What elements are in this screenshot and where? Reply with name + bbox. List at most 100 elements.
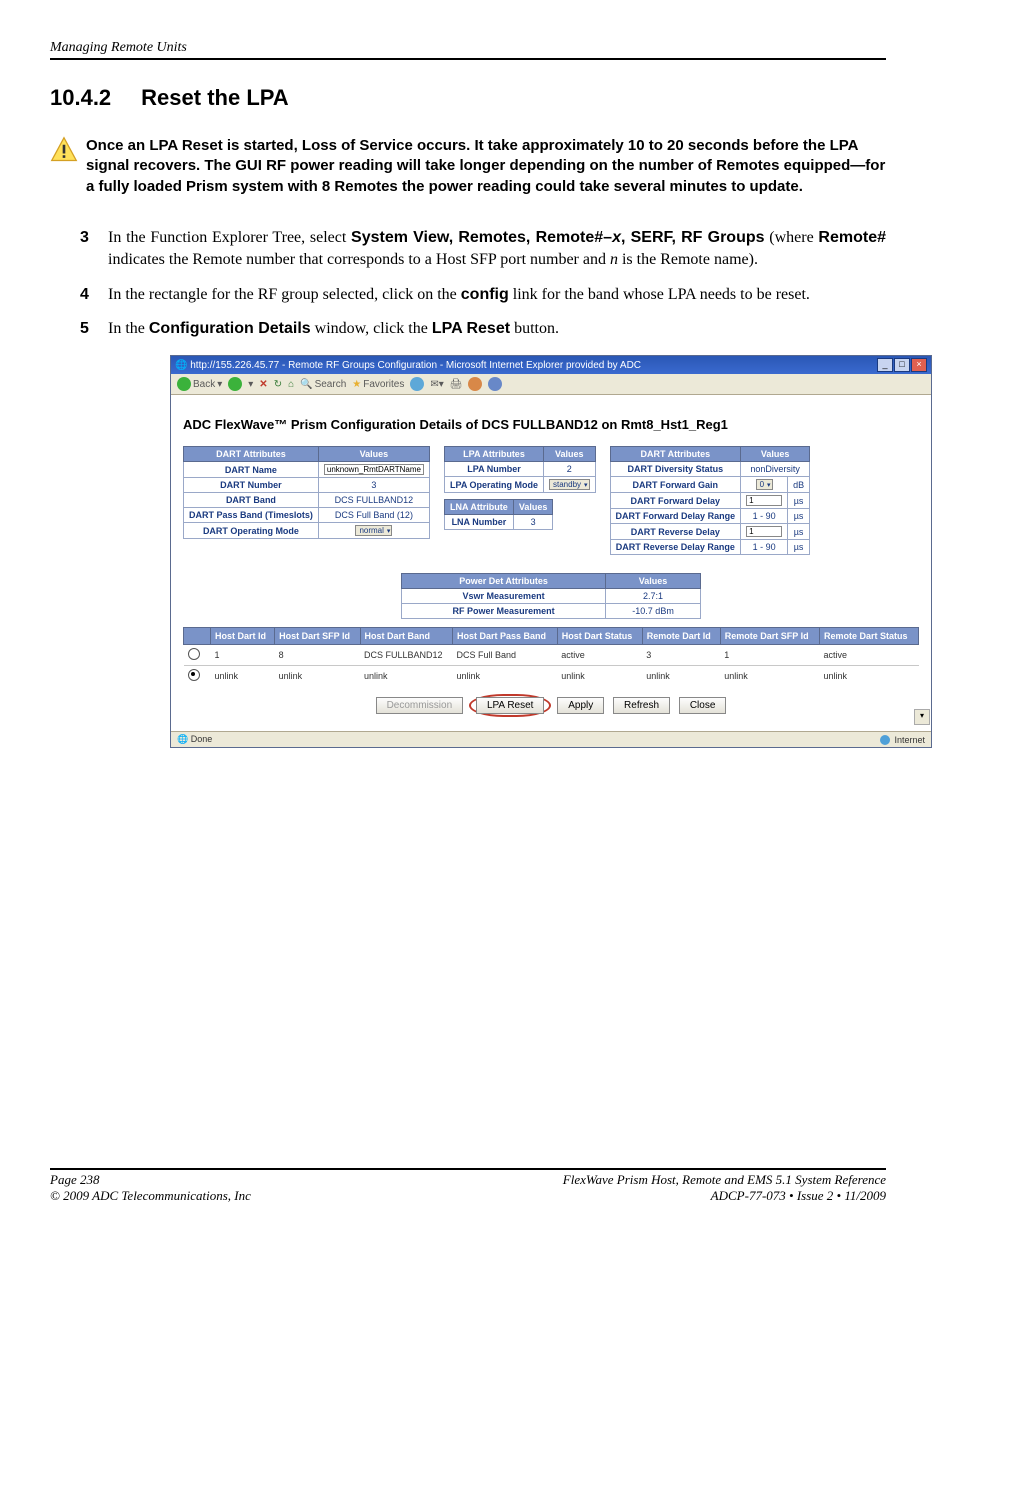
variable-n: n [610,251,618,268]
rev-delay-input[interactable]: 1 [746,526,782,537]
decommission-button[interactable]: Decommission [376,697,464,714]
col-header: Host Dart Status [557,628,642,645]
cell: unlink [275,666,360,687]
step-number: 4 [80,284,108,306]
attr-label: Vswr Measurement [402,589,606,604]
apply-button[interactable]: Apply [557,697,604,714]
cell: unlink [557,666,642,687]
forward-button[interactable] [228,377,242,391]
table-row: unlink unlink unlink unlink unlink unlin… [184,666,919,687]
dart-name-input[interactable]: unknown_RmtDARTName [324,464,424,475]
cell: active [820,645,919,666]
page-footer: Page 238 © 2009 ADC Telecommunications, … [50,1168,886,1204]
attr-label: DART Operating Mode [184,523,319,539]
step-text: In the Function Explorer Tree, select [108,229,351,246]
col-header: Host Dart Band [360,628,452,645]
unit: µs [788,540,810,555]
attr-label: DART Reverse Delay [610,524,741,540]
fwd-delay-input[interactable]: 1 [746,495,782,506]
row-radio[interactable] [188,648,200,660]
cell: 1 [211,645,275,666]
refresh-button[interactable]: Refresh [613,697,670,714]
close-button[interactable]: Close [679,697,727,714]
scroll-down-icon[interactable]: ▾ [914,709,930,725]
titlebar: 🌐 http://155.226.45.77 - Remote RF Group… [171,356,931,374]
cell: unlink [642,666,720,687]
attr-label: RF Power Measurement [402,604,606,619]
mail-icon[interactable]: ✉▾ [430,379,443,390]
close-icon[interactable]: × [911,358,927,372]
step-number: 3 [80,227,108,272]
tool-icon-2[interactable] [488,377,502,391]
attr-label: DART Reverse Delay Range [610,540,741,555]
home-icon[interactable]: ⌂ [288,379,294,390]
page-number: Page 238 [50,1172,251,1188]
history-icon[interactable] [410,377,424,391]
step-number: 5 [80,318,108,340]
attr-label: LNA Number [444,515,513,530]
cell: unlink [360,666,452,687]
procedure-steps: 3 In the Function Explorer Tree, select … [80,227,886,341]
col-header: Values [741,447,810,462]
col-header: Values [513,500,553,515]
attr-value: DCS FULLBAND12 [318,493,429,508]
zone-label: Internet [894,735,925,745]
host-dart-table: Host Dart Id Host Dart SFP Id Host Dart … [183,627,919,686]
attr-label: DART Pass Band (Timeslots) [184,508,319,523]
cell: unlink [452,666,557,687]
warning-note: Once an LPA Reset is started, Loss of Se… [50,136,886,197]
col-header: Remote Dart SFP Id [720,628,819,645]
col-header: LNA Attribute [444,500,513,515]
operating-mode-select[interactable]: normal [355,525,392,536]
tool-icon[interactable] [468,377,482,391]
attr-value: 2 [544,462,596,477]
cell: 1 [720,645,819,666]
col-header: Host Dart Pass Band [452,628,557,645]
window-controls[interactable]: _□× [877,358,927,372]
lpa-reset-highlight: LPA Reset [469,694,552,717]
section-number: 10.4.2 [50,85,111,110]
attr-value: 3 [513,515,553,530]
section-title-text: Reset the LPA [141,85,289,110]
step-text: link for the band whose LPA needs to be … [509,286,810,303]
attr-value: 3 [318,478,429,493]
unit: dB [788,477,810,493]
lpa-reset-button[interactable]: LPA Reset [476,697,545,714]
step-5: 5 In the Configuration Details window, c… [80,318,886,340]
search-button[interactable]: 🔍 Search [300,379,346,390]
col-header: LPA Attributes [444,447,543,462]
back-button[interactable]: Back ▾ [177,377,222,391]
step-text: (where [765,229,819,246]
row-radio[interactable] [188,669,200,681]
browser-toolbar: Back ▾ ▾ ✕ ↻ ⌂ 🔍 Search ★ Favorites ✉▾ 🖨 [171,374,931,395]
maximize-icon[interactable]: □ [894,358,910,372]
col-header: Host Dart SFP Id [275,628,360,645]
lpa-attributes-table: LPA AttributesValues LPA Number2 LPA Ope… [444,446,596,493]
attr-label: DART Name [184,462,319,478]
page-heading: ADC FlexWave™ Prism Configuration Detail… [183,417,919,432]
warning-text: Once an LPA Reset is started, Loss of Se… [86,136,886,197]
remote-label: Remote# [818,229,886,246]
attr-value: DCS Full Band (12) [318,508,429,523]
stop-button[interactable]: ✕ [259,379,267,390]
col-header: DART Attributes [610,447,741,462]
favorites-button[interactable]: ★ Favorites [352,379,404,390]
attr-value: 1 - 90 [741,540,788,555]
print-icon[interactable]: 🖨 [450,379,463,390]
minimize-icon[interactable]: _ [877,358,893,372]
dart-attributes-table-2: DART AttributesValues DART Diversity Sta… [610,446,811,555]
step-text: button. [510,320,559,337]
attr-value: 2.7:1 [606,589,701,604]
fwd-gain-select[interactable]: 0 [756,479,773,490]
attr-label: LPA Number [444,462,543,477]
lpa-mode-select[interactable]: standby [549,479,590,490]
col-header: Remote Dart Id [642,628,720,645]
col-header: DART Attributes [184,447,319,462]
refresh-icon[interactable]: ↻ [274,379,282,390]
step-text: is the Remote name). [618,251,758,268]
step-text: indicates the Remote number that corresp… [108,251,610,268]
step-text: In the [108,320,149,337]
status-text: Done [191,734,213,744]
window-name-ref: Configuration Details [149,320,311,337]
browser-window: 🌐 http://155.226.45.77 - Remote RF Group… [170,355,932,748]
